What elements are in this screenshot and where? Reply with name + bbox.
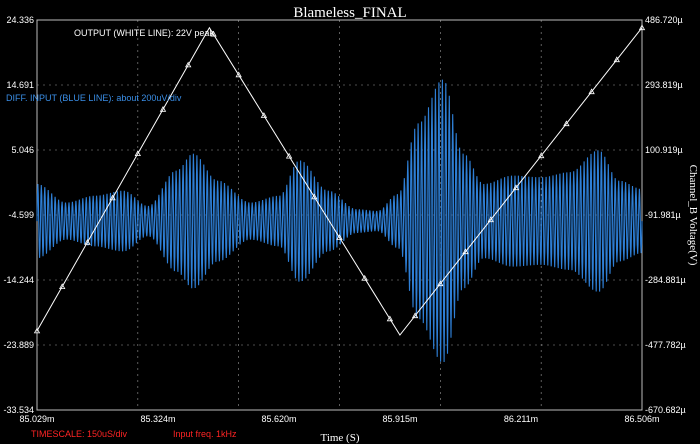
x-tick-label: 85.324m: [140, 414, 175, 424]
output-marker: [563, 120, 570, 127]
series-diff-input-line: [36, 79, 643, 363]
y-left-tick-label: -4.599: [8, 210, 34, 220]
output-marker: [84, 238, 91, 245]
output-marker: [33, 327, 41, 334]
x-tick-label: 86.211m: [504, 414, 538, 424]
y-left-tick-labels: 24.336 14.691 5.046 -4.599 -14.244 -23.889 -33…: [3, 15, 34, 415]
x-axis-title: Time (S): [320, 432, 359, 444]
x-tick-label: 85.915m: [382, 414, 417, 424]
series-output-line: [36, 26, 643, 336]
output-marker: [185, 61, 192, 68]
output-marker: [109, 194, 116, 201]
output-marker: [538, 152, 545, 159]
output-marker: [311, 193, 318, 200]
y-right-tick-label: -477.782µ: [645, 340, 686, 350]
y-right-tick-label: 486.720µ: [645, 15, 683, 25]
output-marker: [59, 283, 66, 289]
output-marker: [437, 280, 444, 287]
output-marker: [462, 248, 469, 255]
output-marker: [588, 88, 595, 95]
output-marker: [210, 30, 217, 37]
output-marker: [487, 216, 494, 223]
y-left-tick-label: 5.046: [11, 145, 34, 155]
output-marker: [361, 274, 368, 281]
y-right-tick-label: -91.981µ: [645, 210, 681, 220]
y-right-tick-labels: 486.720µ 293.819µ 100.919µ -91.981µ -284.881…: [645, 15, 686, 415]
series-output-markers: [33, 24, 646, 334]
output-marker: [134, 150, 141, 156]
output-marker: [638, 24, 646, 31]
y-right-tick-label: 293.819µ: [645, 80, 683, 90]
y-right-tick-label: -284.881µ: [645, 275, 686, 285]
output-marker: [613, 56, 620, 63]
y-right-tick-label: -670.682µ: [645, 405, 686, 415]
y-right-tick-label: 100.919µ: [645, 145, 683, 155]
chart-title: Blameless_FINAL: [293, 5, 406, 21]
y-left-tick-label: 14.691: [6, 80, 34, 90]
annotation-timescale: TIMESCALE: 150uS/div: [31, 429, 128, 439]
output-marker: [411, 312, 419, 319]
x-tick-label: 86.506m: [624, 414, 659, 424]
output-marker: [512, 184, 520, 191]
annotation-diff-input: DIFF. INPUT (BLUE LINE): about 200uV/div: [6, 93, 182, 103]
output-marker: [336, 234, 343, 240]
output-marker: [260, 112, 268, 118]
x-tick-label: 85.029m: [19, 414, 54, 424]
annotation-input-freq: Input freq. 1kHz: [173, 429, 237, 439]
output-marker: [159, 105, 167, 112]
output-marker: [235, 71, 242, 78]
y-right-axis-title: Channel_B Voltage(V): [687, 165, 699, 266]
y-left-tick-label: -23.889: [3, 340, 34, 350]
y-left-tick-label: -33.534: [3, 405, 34, 415]
output-marker: [285, 152, 293, 159]
annotation-output: OUTPUT (WHITE LINE): 22V peak: [74, 28, 214, 38]
y-left-tick-label: -14.244: [3, 275, 34, 285]
x-tick-labels: 85.029m 85.324m 85.620m 85.915m 86.211m 86.50…: [19, 414, 659, 424]
x-tick-label: 85.620m: [261, 414, 296, 424]
y-left-tick-label: 24.336: [6, 15, 34, 25]
output-marker: [386, 315, 394, 322]
